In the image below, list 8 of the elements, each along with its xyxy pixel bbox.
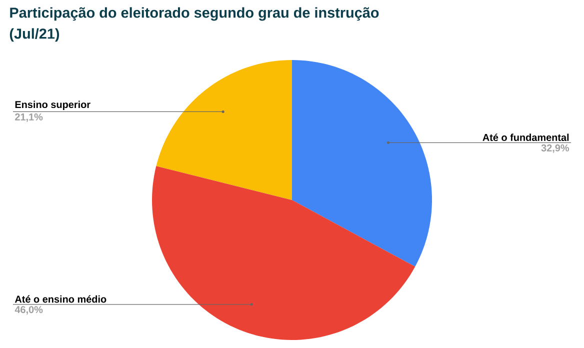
chart-subtitle: (Jul/21)	[10, 28, 60, 42]
data-label: 21,1%	[15, 113, 43, 122]
data-label: 32,9%	[541, 144, 570, 153]
chart-title: Participação do eleitorado segundo grau de instrução	[10, 7, 379, 21]
slice-label: Ensino superior	[15, 100, 90, 110]
data-label: 46,0%	[14, 306, 43, 315]
slice-label: Até o ensino médio	[14, 295, 106, 303]
slice-label: Até o fundamental	[482, 134, 569, 141]
